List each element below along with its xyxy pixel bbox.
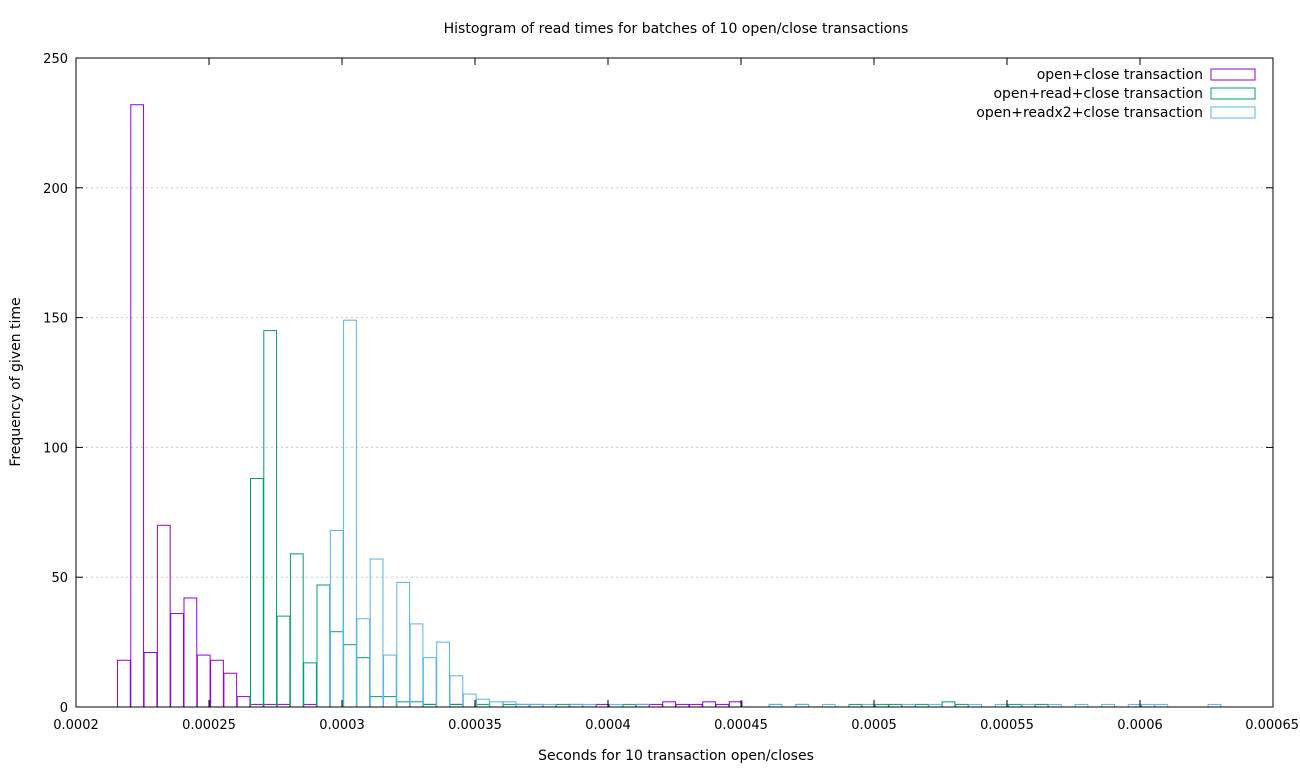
legend-swatch: [1210, 87, 1256, 100]
legend-swatch: [1210, 106, 1256, 119]
histogram-bar-series-3: [356, 618, 371, 708]
legend-swatch: [1210, 68, 1256, 81]
histogram-bar-series-3: [422, 657, 437, 708]
histogram-bar-series-2: [343, 644, 357, 708]
histogram-bar-series-3: [409, 623, 424, 708]
y-tick-label: 150: [43, 312, 68, 327]
legend-label: open+read+close transaction: [993, 86, 1203, 102]
histogram-bar-series-2: [303, 662, 317, 708]
histogram-bar-series-3: [329, 529, 344, 708]
histogram-bar-series-2: [409, 701, 424, 708]
grid-layer: [76, 187, 1273, 578]
y-axis-label: Frequency of given time: [8, 297, 24, 466]
histogram-bar-series-2: [356, 657, 371, 708]
histogram-bar-series-1: [662, 701, 677, 708]
histogram-bar-series-3: [462, 693, 477, 708]
y-tick-label: 0: [60, 701, 68, 716]
histogram-bar-series-1: [156, 524, 171, 708]
histogram-bar-series-3: [343, 319, 357, 708]
y-tick-label: 200: [43, 182, 68, 197]
histogram-bar-series-3: [396, 581, 411, 708]
histogram-bar-series-1: [130, 104, 145, 708]
histogram-bar-series-2: [249, 478, 264, 708]
ticks-layer: 0 50 100 150 200 250 0.0002 0.00025 0.0003 0.0003…: [43, 52, 1299, 733]
histogram-bar-series-2: [396, 701, 411, 708]
histogram-bar-series-2: [329, 631, 344, 708]
x-axis-label: Seconds for 10 transaction open/closes: [538, 748, 814, 764]
histogram-bar-series-1: [143, 651, 158, 708]
histogram-bar-series-2: [382, 696, 397, 708]
plot-frame: [75, 57, 1274, 708]
histogram-bar-series-1: [170, 613, 184, 708]
histogram-bar-series-3: [449, 675, 464, 708]
histogram-bar-series-1: [223, 672, 238, 708]
legend-label: open+readx2+close transaction: [976, 105, 1203, 121]
y-tick-label: 250: [43, 52, 68, 67]
legend-label: open+close transaction: [1037, 67, 1203, 83]
histogram-bar-series-2: [941, 701, 956, 708]
histogram-bar-series-2: [369, 696, 384, 708]
histogram-bar-series-3: [476, 698, 490, 708]
y-tick-label: 100: [43, 441, 68, 456]
legend: open+close transaction open+read+close tr…: [976, 67, 1256, 121]
x-tick-label: 0.00055: [980, 718, 1034, 733]
histogram-bar-series-3: [369, 558, 384, 708]
x-tick-label: 0.00065: [1245, 718, 1299, 733]
histogram-bar-series-2: [316, 584, 331, 708]
y-tick-label: 50: [51, 571, 68, 586]
x-tick-label: 0.0002: [53, 718, 99, 733]
bars-layer: [116, 104, 1222, 708]
histogram-bar-series-1: [116, 659, 131, 708]
x-tick-label: 0.00045: [714, 718, 768, 733]
histogram-bar-series-3: [382, 654, 397, 708]
x-tick-label: 0.0006: [1117, 718, 1163, 733]
histogram-bar-series-3: [489, 701, 504, 708]
chart-title: Histogram of read times for batches of 1…: [444, 21, 909, 37]
histogram-bar-series-3: [436, 641, 450, 708]
x-tick-label: 0.0004: [585, 718, 631, 733]
x-tick-label: 0.00035: [448, 718, 502, 733]
histogram-bar-series-1: [210, 659, 224, 708]
histogram-bar-series-1: [728, 701, 743, 708]
histogram-bar-series-2: [276, 615, 291, 708]
x-tick-label: 0.0005: [851, 718, 897, 733]
x-tick-label: 0.00025: [182, 718, 236, 733]
histogram-bar-series-1: [236, 696, 251, 708]
histogram-bar-series-1: [183, 597, 198, 708]
histogram-bar-series-2: [263, 330, 278, 708]
histogram-bar-series-1: [702, 701, 716, 708]
histogram-bar-series-1: [196, 654, 211, 708]
x-tick-label: 0.0003: [319, 718, 365, 733]
